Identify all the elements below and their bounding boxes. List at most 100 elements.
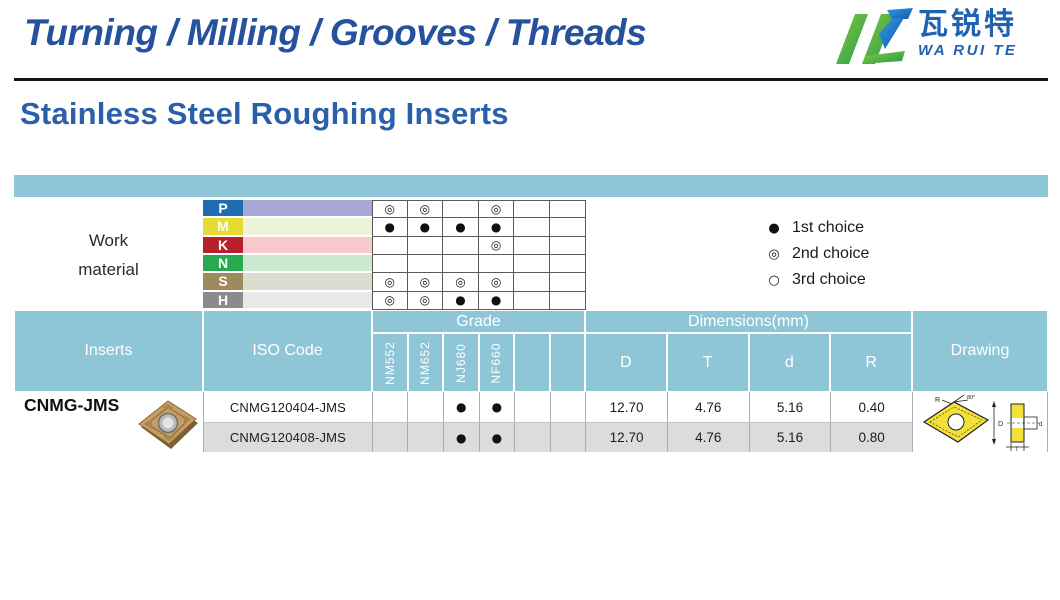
header-dimensions: Dimensions(mm): [586, 311, 911, 334]
work-material-line2: material: [78, 259, 139, 279]
grade-mark: [371, 392, 408, 422]
header-drawing: Drawing: [912, 310, 1048, 392]
dim-d-value: 5.16: [748, 392, 831, 422]
legend-item-3rd: ○ 3rd choice: [766, 267, 869, 293]
work-material-label: Work material: [14, 200, 203, 310]
material-row-M: M ● ● ● ●: [203, 218, 586, 237]
dim-R-value: 0.80: [830, 423, 912, 452]
table-row: CNMG120404-JMS ● ● 12.70 4.76 5.16 0.40: [203, 392, 912, 422]
material-letter: P: [203, 200, 243, 219]
legend-item-1st: ● 1st choice: [766, 215, 869, 241]
suitability-mark: [372, 255, 408, 274]
work-material-line1: Work: [88, 230, 129, 250]
suitability-mark: [514, 291, 550, 310]
table-top-band: [14, 175, 1048, 197]
grade-col-empty-1: [513, 334, 549, 391]
dim-col-D: D: [620, 353, 632, 371]
grade-col-NM652: NM652: [406, 334, 443, 391]
brand-name-latin: WA RUI TE: [918, 42, 1018, 59]
drawing-cell: R 80° D d: [912, 392, 1048, 452]
material-color-band: [243, 200, 372, 219]
header-inserts: Inserts: [14, 310, 203, 392]
brand-logo: 瓦锐特 WA RUI TE: [834, 6, 1054, 74]
material-letter: N: [203, 255, 243, 274]
inserts-catalog-table: Work material P ◎ ◎ ◎ M ● ● ● ●: [14, 175, 1048, 452]
grade-mark: ●: [478, 423, 515, 452]
material-color-band: [243, 236, 372, 255]
header-dimensions-group: Dimensions(mm) D T d R: [585, 310, 912, 392]
suitability-mark: [514, 218, 550, 237]
filled-circle-icon: ●: [768, 220, 780, 236]
suitability-mark: ◎: [478, 273, 515, 292]
grade-col-NM552: NM552: [382, 340, 397, 385]
svg-text:d: d: [1039, 422, 1042, 428]
suitability-mark: [549, 273, 586, 292]
suitability-mark: ◎: [407, 200, 444, 219]
table-body: CNMG-JMS CNMG120404-JMS ●: [14, 392, 1048, 452]
material-color-band: [243, 291, 372, 310]
material-color-band: [243, 273, 372, 292]
grade-mark: [514, 423, 550, 452]
suitability-mark: ◎: [407, 291, 444, 310]
grade-mark: [549, 392, 586, 422]
grade-col-NJ680: NJ680: [442, 334, 478, 391]
grade-col-NF660: NF660: [477, 334, 514, 391]
suitability-mark: [407, 255, 444, 274]
iso-code-value: CNMG120404-JMS: [203, 392, 372, 422]
legend-item-2nd: ◎ 2nd choice: [766, 241, 869, 267]
header-divider: [14, 78, 1048, 81]
svg-text:R: R: [935, 397, 940, 404]
open-circle-icon: ○: [768, 272, 780, 288]
suitability-mark: ◎: [372, 273, 408, 292]
svg-text:T: T: [1015, 447, 1019, 451]
dimension-columns: D T d R: [586, 334, 911, 391]
material-row-H: H ◎ ◎ ● ●: [203, 291, 586, 310]
brand-logo-text: 瓦锐特 WA RUI TE: [918, 6, 1017, 74]
suitability-mark: ◎: [372, 200, 408, 219]
material-row-K: K ◎: [203, 236, 586, 255]
grade-mark: ●: [442, 392, 479, 422]
table-header-row: Inserts ISO Code Grade NM552 NM652 NJ680…: [14, 310, 1048, 392]
inserts-cell: CNMG-JMS: [14, 392, 203, 452]
suitability-mark: [514, 273, 550, 292]
suitability-mark: [549, 291, 586, 310]
page-title: Stainless Steel Roughing Inserts: [20, 96, 509, 131]
material-letter: S: [203, 273, 243, 292]
grade-columns: NM552 NM652 NJ680 NF660: [373, 334, 584, 391]
suitability-mark: ◎: [443, 273, 479, 292]
suitability-mark: [549, 236, 586, 255]
suitability-mark: [549, 218, 586, 237]
dim-D-value: 12.70: [585, 392, 667, 422]
grade-mark: ●: [442, 423, 479, 452]
suitability-mark: ●: [443, 218, 479, 237]
suitability-mark: [443, 255, 479, 274]
suitability-mark: ◎: [478, 200, 515, 219]
material-row-P: P ◎ ◎ ◎: [203, 200, 586, 219]
dim-T-value: 4.76: [666, 392, 749, 422]
grade-mark: [407, 423, 443, 452]
grade-mark: [514, 392, 550, 422]
insert-photo: [138, 400, 198, 449]
suitability-mark: ●: [372, 218, 408, 237]
grade-mark: [549, 423, 586, 452]
material-letter: K: [203, 236, 243, 255]
brand-name-chinese: 瓦锐特: [918, 8, 1017, 41]
grade-mark: [371, 423, 408, 452]
suitability-mark: [549, 200, 586, 219]
dim-T-value: 4.76: [666, 423, 749, 452]
suitability-mark: ●: [478, 291, 515, 310]
suitability-mark: [514, 255, 550, 274]
dim-R-value: 0.40: [830, 392, 912, 422]
dim-col-d: d: [747, 334, 830, 391]
grade-mark: ●: [478, 392, 515, 422]
suitability-mark: ●: [407, 218, 444, 237]
material-row-N: N: [203, 255, 586, 274]
suitability-mark: ●: [478, 218, 515, 237]
table-row: CNMG120408-JMS ● ● 12.70 4.76 5.16 0.80: [203, 422, 912, 452]
material-color-band: [243, 255, 372, 274]
svg-text:D: D: [998, 421, 1003, 428]
suitability-mark: [443, 236, 479, 255]
suitability-mark: [514, 236, 550, 255]
iso-code-value: CNMG120408-JMS: [203, 423, 372, 452]
